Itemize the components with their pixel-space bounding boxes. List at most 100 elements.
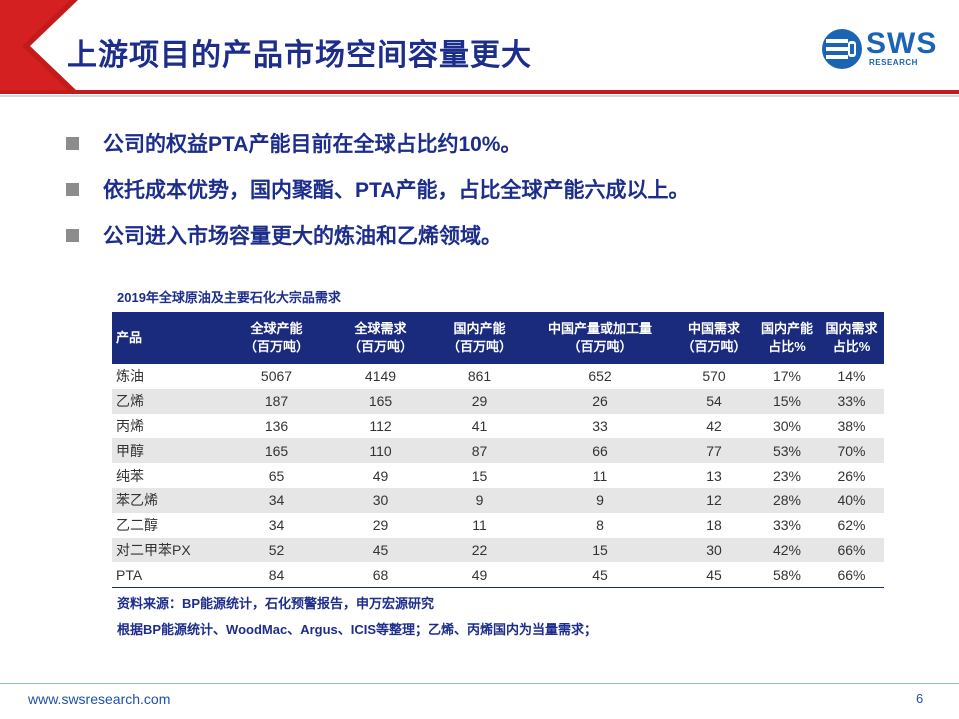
cell: 14%: [837, 368, 866, 385]
cell: 33%: [772, 517, 802, 534]
logo-text: SWS: [866, 27, 938, 60]
cell: 30: [329, 487, 432, 513]
cell-product: 乙二醇: [116, 517, 158, 534]
cell: 165: [224, 438, 329, 464]
cell: 9: [432, 487, 527, 513]
source-note: 资料来源：BP能源统计，石化预警报告，申万宏源研究: [117, 596, 435, 611]
table-row: PTA 84 68 49 45 45 58% 66%: [112, 562, 884, 589]
header-chevron-shape: [0, 0, 78, 92]
cell: 12: [673, 487, 755, 513]
cell-product: 纯苯: [116, 467, 144, 484]
bullet-text: 公司进入市场容量更大的炼油和乙烯领域。: [103, 225, 502, 248]
header-cell-demand-share: 国内需求 占比%: [819, 312, 884, 364]
table-header-row: 产品 全球产能 （百万吨） 全球需求 （百万吨） 国内产能 （百万吨） 中国产量或加工…: [112, 312, 884, 364]
cell: 38%: [837, 417, 866, 434]
cell-product: 炼油: [116, 368, 144, 385]
cell: 30%: [772, 417, 802, 434]
cell-product: PTA: [112, 562, 224, 589]
cell: 8: [596, 517, 604, 534]
cell: 77: [673, 438, 755, 464]
table-caption: 2019年全球原油及主要石化大宗品需求: [117, 290, 341, 305]
cell: 34: [268, 517, 285, 534]
cell: 29: [432, 388, 527, 414]
cell: 15%: [755, 388, 819, 414]
header-cell-product: 产品: [112, 312, 224, 364]
cell: 136: [264, 417, 289, 434]
cell: 52: [224, 537, 329, 563]
bullet-text: 依托成本优势，国内聚酯、PTA产能，占比全球产能六成以上。: [103, 179, 690, 202]
bullet-text: 公司的权益PTA产能目前在全球占比约10%。: [103, 133, 522, 156]
cell: 42%: [755, 537, 819, 563]
cell-product: 苯乙烯: [112, 487, 224, 513]
footer-url[interactable]: www.swsresearch.com: [28, 691, 171, 707]
header-divider-gray: [0, 95, 959, 97]
cell: 18: [706, 517, 722, 534]
header-cell-global-capacity: 全球产能 （百万吨）: [224, 312, 329, 364]
cell: 28%: [755, 487, 819, 513]
table-row: 对二甲苯PX 52 45 22 15 30 42% 66%: [112, 537, 884, 563]
cell: 29: [372, 517, 389, 534]
cell: 42: [706, 417, 722, 434]
header-cell-global-demand: 全球需求 （百万吨）: [329, 312, 432, 364]
cell: 70%: [819, 438, 884, 464]
cell: 66: [527, 438, 673, 464]
cell: 54: [673, 388, 755, 414]
header-cell-china-demand: 中国需求 （百万吨）: [673, 312, 755, 364]
cell: 49: [372, 467, 389, 484]
table-row: 苯乙烯 34 30 9 9 12 28% 40%: [112, 487, 884, 513]
cell-product: 乙烯: [112, 388, 224, 414]
cell: 15: [471, 467, 488, 484]
method-note: 根据BP能源统计、WoodMac、Argus、ICIS等整理；乙烯、丙烯国内为当…: [117, 622, 598, 637]
cell: 652: [588, 368, 612, 385]
cell: 45: [673, 562, 755, 589]
cell: 861: [467, 368, 492, 385]
cell: 26: [527, 388, 673, 414]
cell: 5067: [260, 368, 293, 385]
demand-table: 产品 全球产能 （百万吨） 全球需求 （百万吨） 国内产能 （百万吨） 中国产量或加工…: [112, 312, 884, 589]
cell: 49: [432, 562, 527, 589]
bullet-item: 公司的权益PTA产能目前在全球占比约10%。: [66, 120, 689, 166]
header-cell-capacity-share: 国内产能 占比%: [755, 312, 819, 364]
cell: 45: [527, 562, 673, 589]
cell: 9: [527, 487, 673, 513]
cell: 58%: [755, 562, 819, 589]
cell: 4149: [364, 368, 397, 385]
cell: 11: [592, 467, 608, 484]
cell-product: 甲醇: [112, 438, 224, 464]
cell: 165: [329, 388, 432, 414]
cell: 40%: [819, 487, 884, 513]
sws-logo: SWS RESEARCH: [820, 27, 940, 71]
cell: 41: [471, 417, 488, 434]
cell: 68: [329, 562, 432, 589]
bullet-square-icon: [66, 182, 79, 196]
cell: 15: [527, 537, 673, 563]
bullet-list: 公司的权益PTA产能目前在全球占比约10%。 依托成本优势，国内聚酯、PTA产能…: [66, 120, 689, 258]
header-cell-china-output: 中国产量或加工量 （百万吨）: [527, 312, 673, 364]
cell: 62%: [837, 517, 866, 534]
cell: 26%: [837, 467, 866, 484]
table-row: 乙烯 187 165 29 26 54 15% 33%: [112, 388, 884, 414]
table-row: 炼油 5067 4149 861 652 570 17% 14%: [112, 364, 884, 389]
cell: 65: [268, 467, 285, 484]
cell: 570: [702, 368, 726, 385]
cell: 33%: [819, 388, 884, 414]
page-title: 上游项目的产品市场空间容量更大: [67, 38, 532, 73]
cell: 187: [224, 388, 329, 414]
page-number: 6: [916, 691, 924, 706]
cell: 112: [369, 417, 392, 434]
cell: 30: [673, 537, 755, 563]
cell: 45: [329, 537, 432, 563]
cell: 11: [472, 517, 487, 534]
cell: 17%: [772, 368, 802, 385]
cell: 84: [224, 562, 329, 589]
table-row: 甲醇 165 110 87 66 77 53% 70%: [112, 438, 884, 464]
cell-product: 丙烯: [116, 417, 144, 434]
cell: 13: [706, 467, 722, 484]
cell: 110: [329, 438, 432, 464]
bullet-square-icon: [66, 136, 79, 150]
cell: 22: [432, 537, 527, 563]
cell: 66%: [819, 562, 884, 589]
bullet-square-icon: [66, 228, 79, 242]
logo-subtext: RESEARCH: [869, 58, 918, 67]
